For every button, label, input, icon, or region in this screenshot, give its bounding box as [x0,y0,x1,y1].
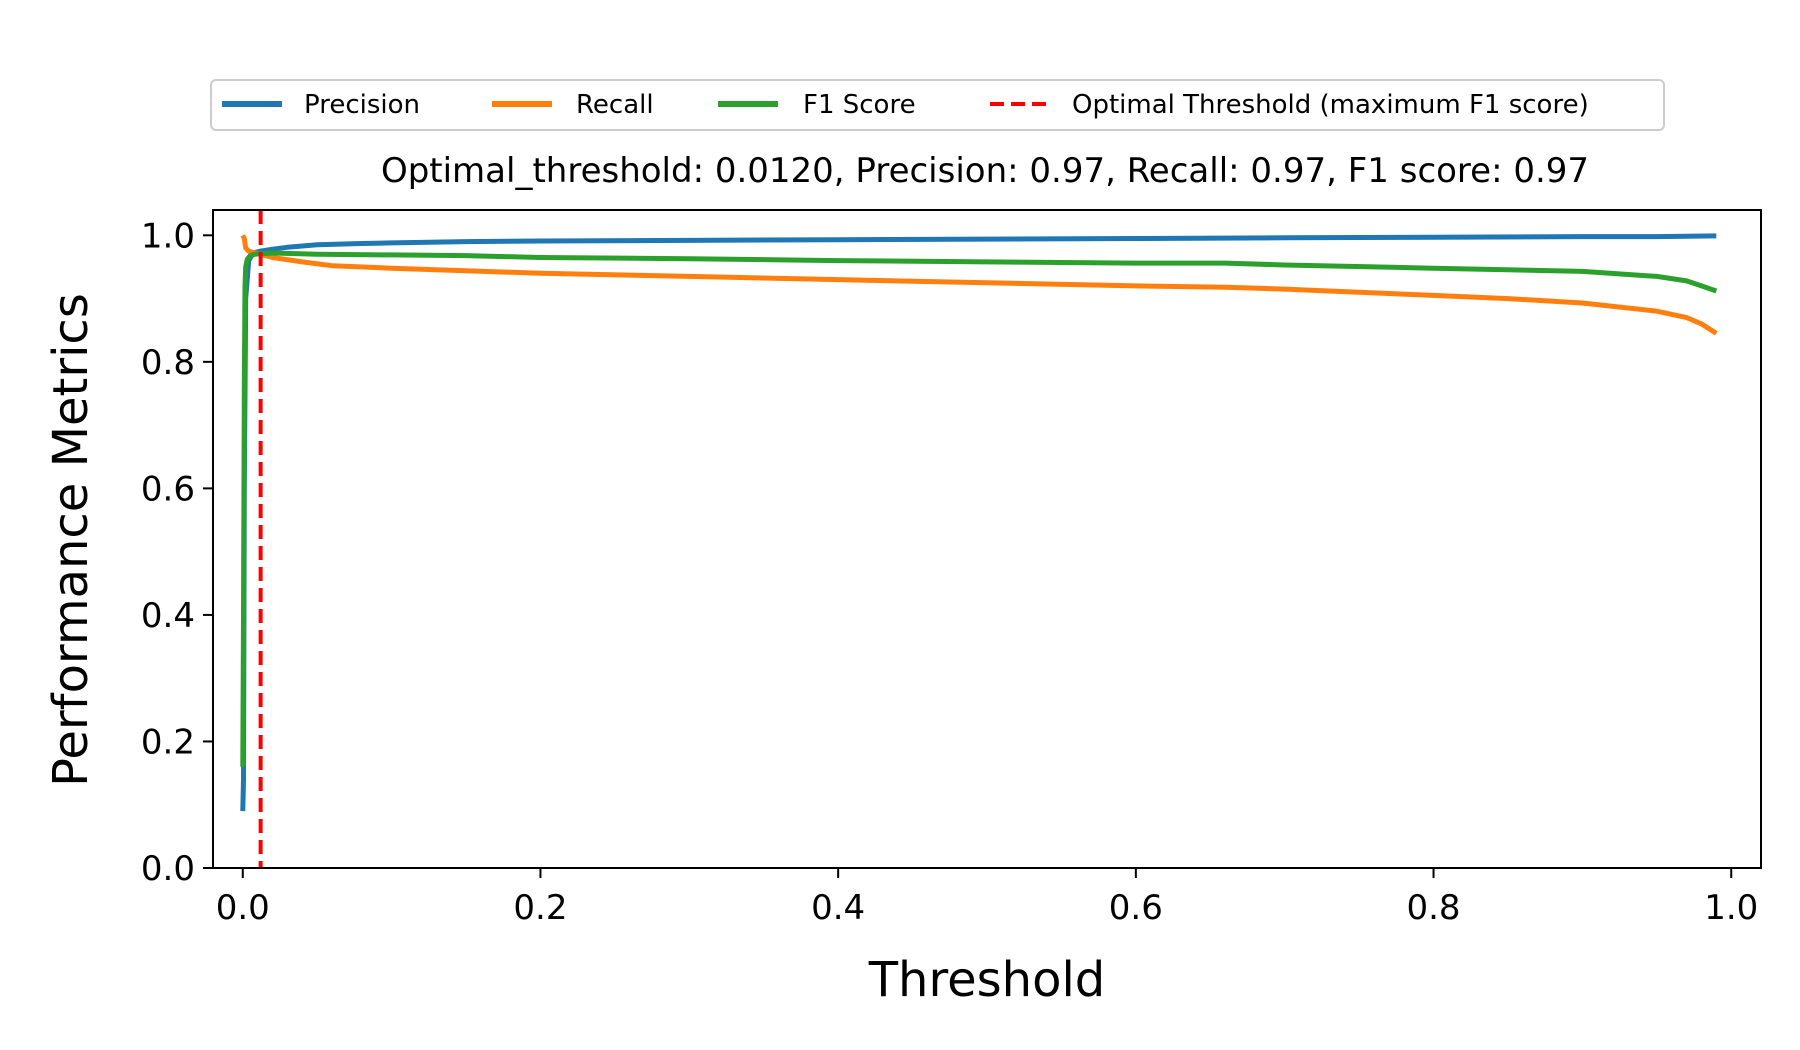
y-axis-label: Performance Metrics [43,293,99,787]
legend-label-f1-score: F1 Score [803,90,916,120]
y-tick-label: 1.0 [141,216,195,256]
x-tick-label: 0.6 [1109,888,1163,928]
y-axis-ticks: 0.0 0.2 0.4 0.6 0.8 1.0 [141,216,213,889]
legend-label-precision: Precision [304,90,420,120]
x-tick-label: 0.0 [216,888,270,928]
y-tick-label: 0.0 [141,849,195,889]
x-tick-label: 0.4 [811,888,865,928]
legend-label-optimal-threshold: Optimal Threshold (maximum F1 score) [1072,90,1589,120]
chart-subtitle: Optimal_threshold: 0.0120, Precision: 0.… [381,151,1589,191]
y-tick-label: 0.6 [141,469,195,509]
y-tick-label: 0.4 [141,596,195,636]
series-line-f1-score [240,250,1718,767]
legend: Precision Recall F1 Score Optimal Thresh… [210,79,1665,131]
x-axis-label: Threshold [868,952,1106,1008]
x-axis-ticks: 0.0 0.2 0.4 0.6 0.8 1.0 [216,868,1758,928]
x-tick-label: 0.8 [1406,888,1460,928]
series-layer [240,233,1718,812]
y-tick-label: 0.8 [141,343,195,383]
x-tick-label: 0.2 [513,888,567,928]
y-tick-label: 0.2 [141,722,195,762]
plot-frame [212,209,1762,869]
x-tick-label: 1.0 [1704,888,1758,928]
legend-frame [210,79,1665,131]
legend-label-recall: Recall [576,90,654,120]
